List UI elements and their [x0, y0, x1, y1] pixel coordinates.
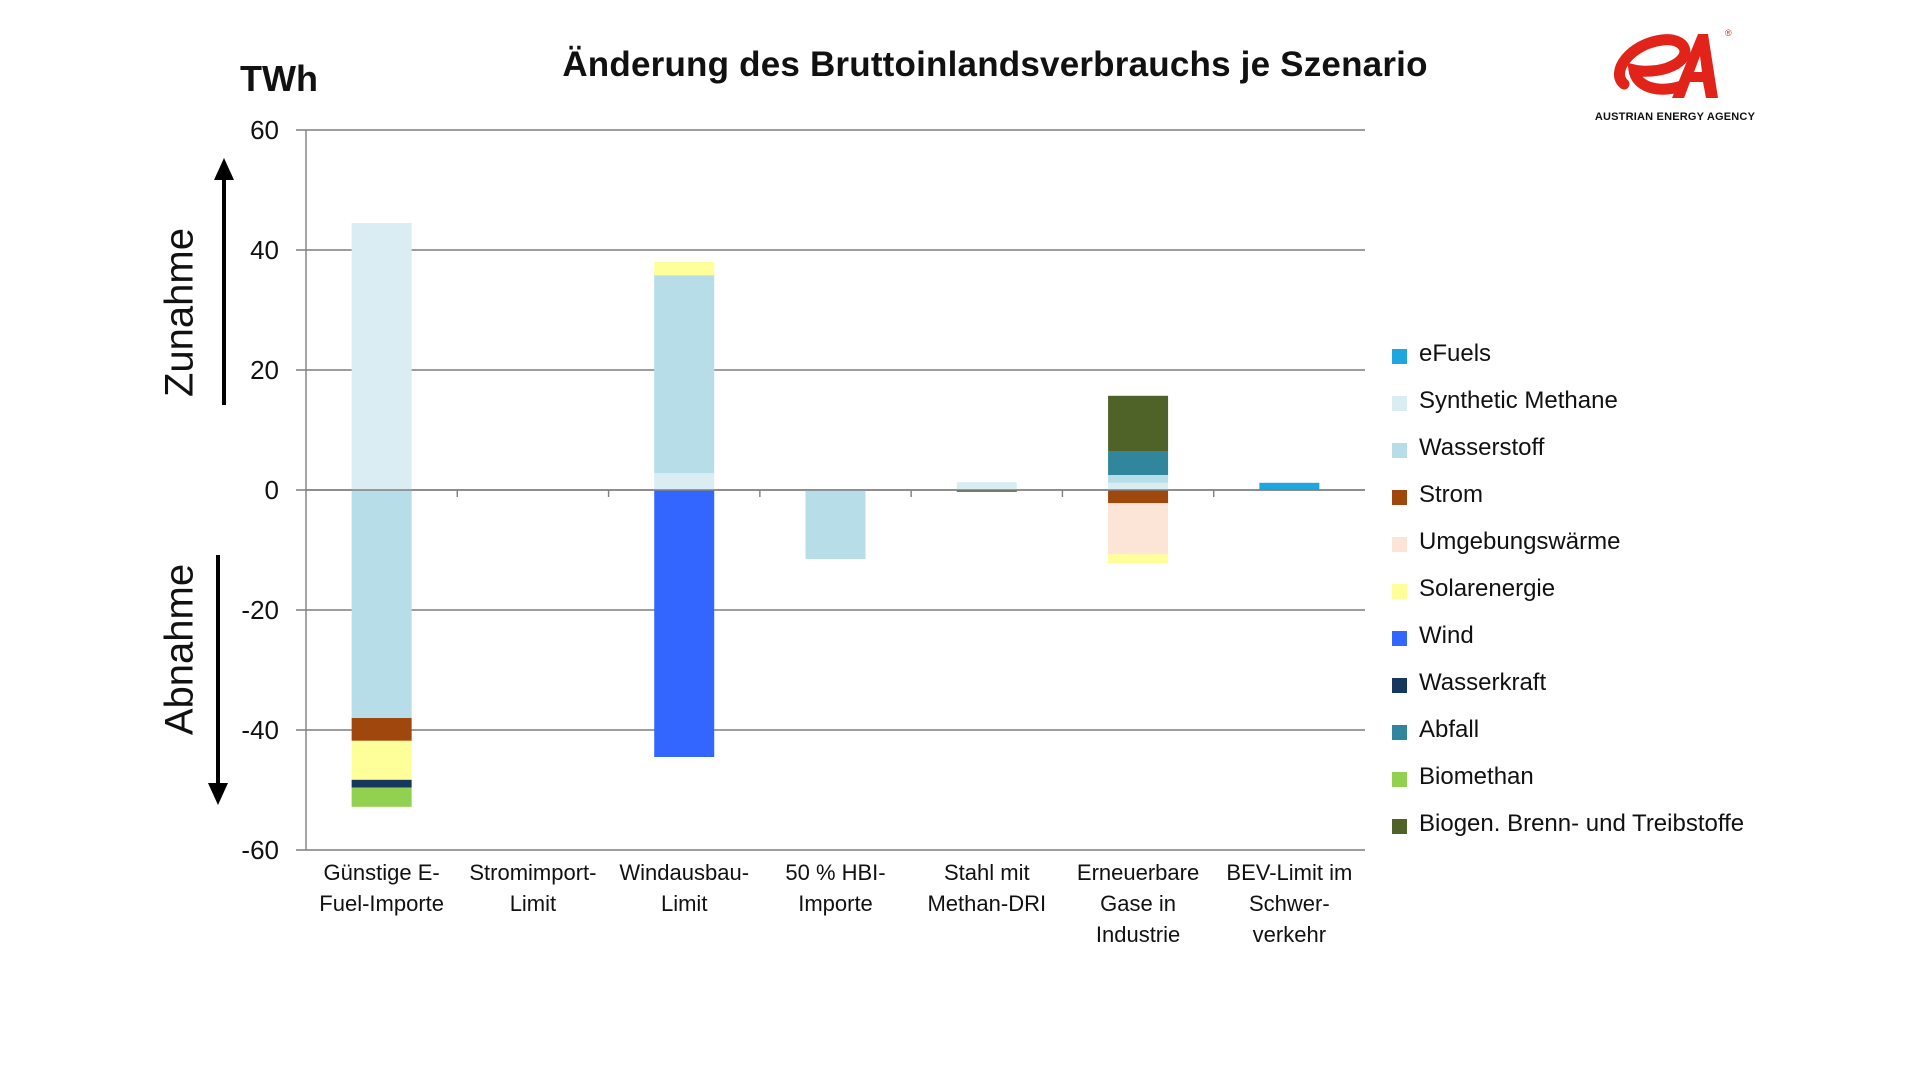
y-axis: 60 40 20 0 -20 -40 -60 — [241, 115, 1365, 865]
legend-label: Biogen. Brenn- und Treibstoffe — [1419, 810, 1745, 837]
x-category-label: Windausbau-Limit — [619, 860, 749, 916]
bar-segment — [1259, 482, 1320, 490]
x-category-label: Erneuerbare Gase in Industrie — [1077, 860, 1199, 947]
bar-segment — [351, 490, 412, 718]
legend-label: Synthetic Methane — [1419, 387, 1618, 414]
x-axis-labels: Günstige E-Fuel-Importe Stromimport-Limit… — [319, 860, 1352, 947]
y-tick-label: 40 — [250, 235, 279, 265]
bar-segment — [1108, 482, 1169, 490]
y-tick-label: -40 — [241, 715, 279, 745]
bar-segment — [654, 275, 715, 474]
y-tick-label: 0 — [265, 475, 279, 505]
austrian-energy-agency-logo: ® — [1614, 28, 1732, 98]
down-arrow-head — [208, 783, 228, 805]
legend-label: eFuels — [1419, 340, 1492, 367]
bar-segment — [351, 740, 412, 780]
legend-label: Biomethan — [1419, 763, 1534, 790]
direction-arrows — [208, 158, 234, 805]
bar-segment — [1108, 490, 1169, 504]
y-tick-label: -20 — [241, 595, 279, 625]
legend-label: Umgebungswärme — [1419, 528, 1621, 555]
x-category-label: 50 % HBI-Importe — [785, 860, 885, 916]
bar-segment — [654, 473, 715, 490]
legend-swatch — [1392, 443, 1407, 458]
legend-swatch — [1392, 631, 1407, 646]
bar-segment — [351, 718, 412, 741]
legend-label: Wind — [1419, 622, 1474, 649]
y-axis-unit-label: TWh — [240, 58, 318, 99]
legend-label: Solarenergie — [1419, 575, 1556, 602]
increase-label: Zunahme — [157, 228, 202, 397]
legend-swatch — [1392, 819, 1407, 834]
legend-label: Abfall — [1419, 716, 1480, 743]
legend-swatch — [1392, 396, 1407, 411]
chart-title: Änderung des Bruttoinlandsverbrauchs je … — [562, 45, 1428, 84]
bar-segment — [956, 482, 1017, 490]
legend-swatch — [1392, 349, 1407, 364]
brand-name: AUSTRIAN ENERGY AGENCY — [1594, 111, 1756, 123]
bar-segment — [351, 223, 412, 490]
registered-mark: ® — [1725, 28, 1732, 38]
bar-segment — [351, 779, 412, 788]
up-arrow-head — [214, 158, 234, 180]
legend-swatch — [1392, 678, 1407, 693]
y-tick-label: -60 — [241, 835, 279, 865]
decrease-label: Abnahme — [157, 563, 202, 736]
bars — [351, 223, 1320, 807]
bar-segment — [1108, 554, 1169, 564]
bar-segment — [1108, 475, 1169, 483]
bar-segment — [351, 787, 412, 807]
bar-segment — [654, 490, 715, 757]
bar-segment — [1108, 503, 1169, 555]
legend-swatch — [1392, 537, 1407, 552]
y-tick-label: 60 — [250, 115, 279, 145]
x-category-label: Stahl mit Methan-DRI — [927, 860, 1046, 916]
legend-label: Strom — [1419, 481, 1484, 508]
legend-label: Wasserstoff — [1419, 434, 1545, 461]
bar-segment — [1108, 395, 1169, 451]
bar-segment — [805, 490, 866, 559]
y-tick-label: 20 — [250, 355, 279, 385]
bar-segment — [654, 262, 715, 276]
x-category-label: Stromimport-Limit — [469, 860, 596, 916]
legend-swatch — [1392, 772, 1407, 787]
x-category-label: BEV-Limit im Schwer-verkehr — [1226, 860, 1352, 947]
x-category-label: Günstige E-Fuel-Importe — [319, 860, 444, 916]
legend-swatch — [1392, 725, 1407, 740]
bar-segment — [956, 490, 1017, 492]
legend-label: Wasserkraft — [1419, 669, 1547, 696]
bar-segment — [1108, 451, 1169, 475]
legend-swatch — [1392, 490, 1407, 505]
legend-swatch — [1392, 584, 1407, 599]
